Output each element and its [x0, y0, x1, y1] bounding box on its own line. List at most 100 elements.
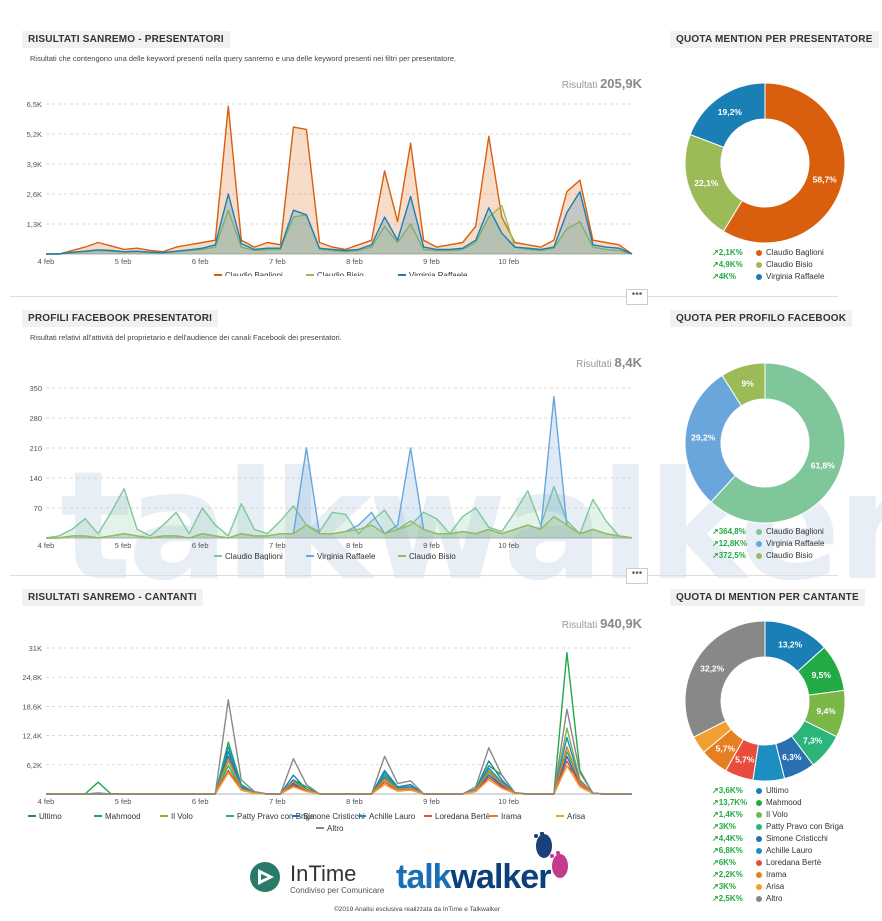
legend-label: Virginia Raffaele [766, 272, 825, 281]
more-options-button[interactable]: ••• [626, 568, 648, 584]
series-line [46, 699, 632, 795]
growth-indicator: ↗4,9K% [712, 260, 743, 269]
legend-label: Loredana Bertè [435, 812, 491, 821]
legend-dot [756, 787, 762, 794]
results-value: 940,9K [600, 616, 642, 631]
donut-legend-item: ↗13,7K% Mahmood [712, 798, 843, 810]
donut-legend-cantanti: ↗3,6K% Ultimo ↗13,7K% Mahmood ↗1,4K% Il Volo ↗… [712, 786, 843, 906]
results-label: Risultati [576, 359, 612, 370]
donut-legend-item: ↗6,8K% Achille Lauro [712, 846, 843, 858]
series-line [46, 515, 633, 539]
y-tick-label: 18,6K [22, 702, 42, 711]
x-tick-label: 8 feb [346, 257, 363, 266]
series-line [46, 755, 632, 795]
results-count-facebook: Risultati 8,4K [520, 355, 642, 370]
legend-label: Irama [766, 870, 787, 879]
legend-label: Il Volo [766, 810, 788, 819]
series-area [46, 106, 632, 254]
talkwalker-logo-part2: walker [450, 858, 552, 896]
y-tick-label: 5,2K [27, 130, 42, 139]
legend-label: Patty Pravo con Briga [237, 812, 315, 821]
donut-legend-item: ↗3K% Arisa [712, 882, 843, 894]
growth-indicator: ↗1,4K% [712, 810, 743, 819]
results-count-presentatori: Risultati 205,9K [520, 76, 642, 91]
x-tick-label: 6 feb [192, 257, 209, 266]
intime-logo-icon [250, 862, 280, 892]
legend-dot [756, 540, 762, 547]
legend-label: Claudio Baglioni [225, 271, 283, 276]
series-line [46, 746, 632, 795]
x-tick-label: 5 feb [115, 541, 132, 550]
y-tick-label: 24,8K [22, 673, 42, 682]
legend-dot [756, 835, 762, 842]
results-value: 8,4K [614, 355, 642, 370]
copyright-text: ©2019 Analisi esclusiva realizzata da In… [334, 906, 500, 913]
intime-tagline: Condiviso per Comunicare [290, 886, 385, 895]
donut-legend-item: ↗4,9K% Claudio Bisio [712, 260, 824, 272]
x-tick-label: 4 feb [38, 257, 55, 266]
legend-label: Loredana Bertè [766, 858, 822, 867]
donut-slice-label: 61,8% [811, 460, 836, 470]
legend-label: Claudio Baglioni [225, 552, 283, 560]
legend-label: Claudio Bisio [409, 552, 456, 560]
y-tick-label: 70 [34, 504, 42, 513]
series-line [46, 191, 633, 255]
legend-label: Mahmood [105, 812, 141, 821]
y-tick-label: 6,5K [27, 100, 42, 109]
legend-label: Claudio Bisio [317, 271, 364, 276]
intime-logo [248, 860, 282, 894]
legend-label: Il Volo [171, 812, 193, 821]
y-tick-label: 140 [29, 474, 42, 483]
donut-legend-item: ↗3,6K% Ultimo [712, 786, 843, 798]
donut-slice-label: 9,4% [816, 706, 836, 716]
section-title-facebook: PROFILI FACEBOOK PRESENTATORI [22, 310, 219, 327]
legend-label: Achille Lauro [766, 846, 813, 855]
growth-indicator: ↗2,1K% [712, 248, 743, 257]
y-tick-label: 12,4K [22, 732, 42, 741]
y-tick-label: 2,6K [27, 190, 42, 199]
donut-title-cantanti: QUOTA DI MENTION PER CANTANTE [670, 589, 865, 606]
legend-label: Virginia Raffaele [317, 552, 376, 560]
series-line [45, 485, 633, 539]
growth-indicator: ↗6K% [712, 858, 737, 867]
series-line [46, 765, 632, 795]
x-tick-label: 4 feb [38, 541, 55, 550]
growth-indicator: ↗364,8% [712, 527, 746, 536]
donut-chart-facebook: 61,8% 29,2% 9% [684, 362, 846, 524]
talkwalker-logo-part1: talk [396, 858, 452, 896]
growth-indicator: ↗3,6K% [712, 786, 743, 795]
results-value: 205,9K [600, 76, 642, 91]
legend-label: Mahmood [766, 798, 802, 807]
y-tick-label: 210 [29, 444, 42, 453]
legend-dot [756, 261, 762, 268]
donut-slice [710, 362, 846, 524]
donut-legend-item: ↗1,4K% Il Volo [712, 810, 843, 822]
legend-label: Achille Lauro [369, 812, 416, 821]
donut-slice-label: 22,1% [694, 178, 719, 188]
series-line [46, 760, 632, 795]
series-area [46, 516, 632, 538]
donut-title-facebook: QUOTA PER PROFILO FACEBOOK [670, 310, 853, 327]
x-tick-label: 9 feb [423, 541, 440, 550]
growth-indicator: ↗372,5% [712, 551, 746, 560]
legend-label: Simone Cristicchi [766, 834, 828, 843]
series-line [46, 750, 632, 795]
more-options-button[interactable]: ••• [626, 289, 648, 305]
line-chart-cantanti: 6,2K 12,4K 18,6K 24,8K 31K 4 feb 5 feb 6 feb 7 f… [22, 644, 632, 833]
donut-slice [684, 620, 766, 738]
growth-indicator: ↗3K% [712, 882, 737, 891]
legend-label: Arisa [567, 812, 586, 821]
legend-dot [756, 847, 762, 854]
legend-label: Arisa [766, 882, 785, 891]
legend-label: Claudio Baglioni [766, 248, 824, 257]
donut-legend-item: ↗3K% Patty Pravo con Briga [712, 822, 843, 834]
donut-legend-item: ↗2,2K% Irama [712, 870, 843, 882]
legend-label: Claudio Baglioni [766, 527, 824, 536]
legend-label: Altro [766, 894, 783, 903]
legend-dot [756, 799, 762, 806]
legend-dot [756, 895, 762, 902]
x-tick-label: 10 feb [498, 541, 519, 550]
x-tick-label: 5 feb [115, 257, 132, 266]
growth-indicator: ↗12,8K% [712, 539, 748, 548]
legend-label: Simone Cristicchi [303, 812, 365, 821]
